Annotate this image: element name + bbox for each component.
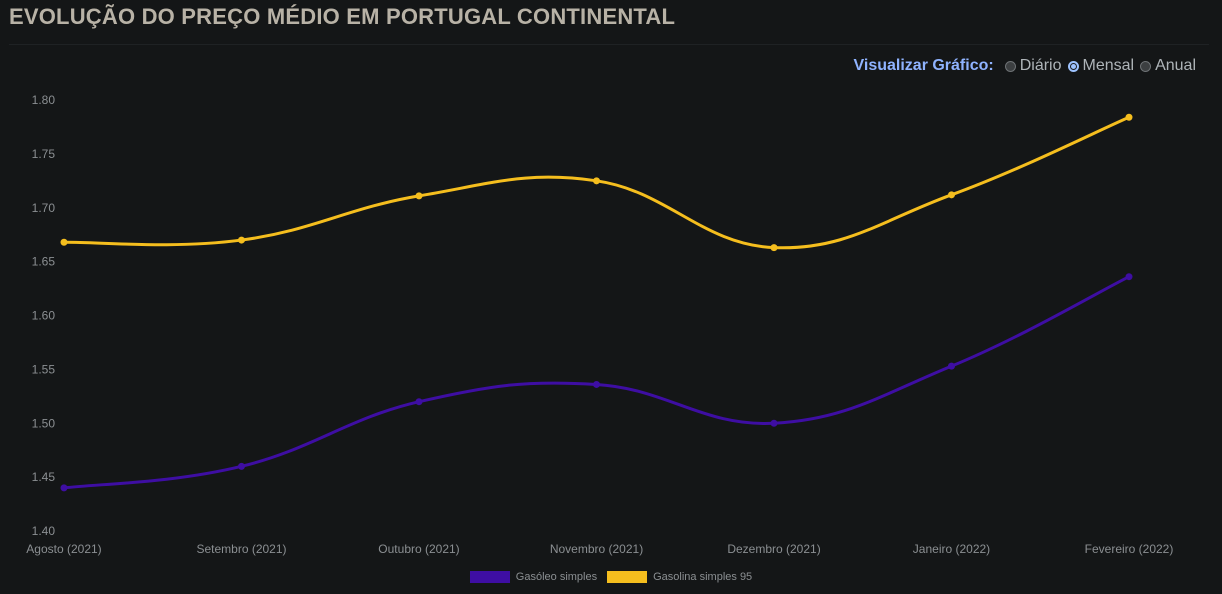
radio-monthly[interactable] <box>1067 60 1079 72</box>
view-option-monthly-label: Mensal <box>1082 57 1135 74</box>
x-tick-label-2: Outubro (2021) <box>378 542 459 556</box>
series-0-point-6 <box>1125 273 1133 281</box>
series-1-point-1 <box>238 236 245 244</box>
y-tick-label-3: 1.55 <box>32 362 56 376</box>
series-0-point-3 <box>593 380 600 388</box>
view-option-yearly[interactable]: Anual <box>1140 57 1196 75</box>
view-option-daily[interactable]: Diário <box>1004 57 1062 75</box>
radio-daily[interactable] <box>1004 60 1016 72</box>
page-title: EVOLUÇÃO DO PREÇO MÉDIO EM PORTUGAL CONT… <box>9 4 676 29</box>
series-0-point-4 <box>770 419 778 427</box>
title-divider <box>9 44 1209 45</box>
x-tick-label-1: Setembro (2021) <box>196 542 286 556</box>
radio-yearly[interactable] <box>1140 60 1152 72</box>
y-tick-label-6: 1.70 <box>32 201 56 215</box>
series-1-point-6 <box>1125 113 1133 121</box>
y-tick-label-5: 1.65 <box>32 255 56 269</box>
legend-swatch-gasolina <box>607 571 648 583</box>
legend-label-gasolina: Gasolina simples 95 <box>653 571 753 583</box>
x-tick-label-5: Janeiro (2022) <box>913 542 990 556</box>
series-0-point-2 <box>415 398 423 406</box>
series-1-point-0 <box>60 238 68 246</box>
y-tick-label-8: 1.80 <box>32 93 56 107</box>
series-0-point-0 <box>60 484 68 492</box>
y-tick-label-0: 1.40 <box>32 524 56 538</box>
chart-legend: Gasóleo simples Gasolina simples 95 <box>0 571 1222 583</box>
y-tick-label-7: 1.75 <box>32 147 56 161</box>
view-option-yearly-label: Anual <box>1155 57 1196 74</box>
view-selector-label: Visualizar Gráfico: <box>853 57 994 74</box>
series-1-point-2 <box>415 192 423 200</box>
legend-label-gasoleo: Gasóleo simples <box>515 571 598 583</box>
series-0-point-1 <box>238 462 245 470</box>
y-tick-label-2: 1.50 <box>32 416 56 430</box>
x-tick-label-3: Novembro (2021) <box>550 542 643 556</box>
y-tick-label-1: 1.45 <box>32 470 56 484</box>
x-tick-label-0: Agosto (2021) <box>26 542 101 556</box>
chart-view-selector: Visualizar Gráfico: Diário Mensal Anual <box>854 57 1197 75</box>
y-tick-label-4: 1.60 <box>32 309 56 323</box>
view-option-monthly[interactable]: Mensal <box>1067 57 1135 75</box>
legend-swatch-gasoleo <box>469 571 510 583</box>
series-0-point-5 <box>948 362 955 370</box>
x-tick-label-6: Fevereiro (2022) <box>1085 542 1174 556</box>
x-tick-label-4: Dezembro (2021) <box>727 542 820 556</box>
legend-item-gasolina[interactable]: Gasolina simples 95 <box>607 571 752 583</box>
legend-item-gasoleo[interactable]: Gasóleo simples <box>469 571 598 583</box>
series-1-point-3 <box>593 177 600 185</box>
series-1-point-4 <box>770 244 778 252</box>
series-1-point-5 <box>948 191 955 199</box>
view-option-daily-label: Diário <box>1019 57 1062 74</box>
